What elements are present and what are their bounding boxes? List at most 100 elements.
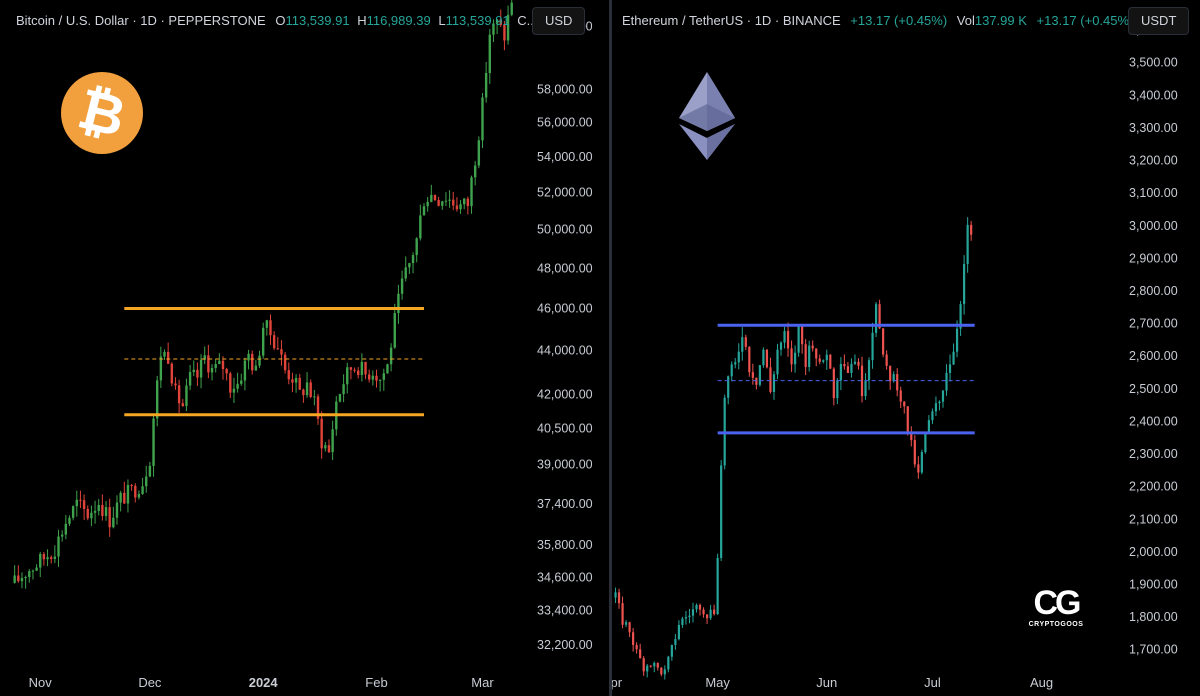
eth-candle-body [808,345,811,367]
eth-candle-body [628,622,631,633]
btc-y-tick-label: 42,000.00 [537,387,593,401]
btc-candle-body [324,445,327,449]
btc-candle-body [473,165,477,178]
btc-y-tick-label: 56,000.00 [537,116,593,130]
eth-candle-body [941,390,945,402]
btc-candle-body [130,484,133,486]
btc-candle-body [441,201,444,206]
eth-candle-body [681,618,684,625]
btc-candle-body [177,385,181,404]
btc-y-tick-label: 35,800.00 [537,538,593,552]
btc-candle-body [57,536,60,557]
btc-candle-body [316,396,320,419]
btc-candle-body [108,507,111,528]
eth-y-tick-label: 2,400.00 [1129,414,1178,428]
btc-chart-panel: 62,000.0058,000.0056,000.0054,000.0052,0… [0,0,610,696]
eth-y-tick-label: 3,400.00 [1129,88,1178,102]
eth-header: Ethereum / TetherUS · 1D · BINANCE +13.1… [622,13,1133,28]
btc-candle-body [346,367,349,385]
btc-candle-body [422,206,426,216]
btc-candle-body [68,517,71,524]
btc-x-tick-label: Nov [29,675,53,690]
eth-y-tick-label: 3,300.00 [1129,121,1178,135]
btc-candle-body [185,385,188,407]
btc-chart[interactable]: 62,000.0058,000.0056,000.0054,000.0052,0… [0,0,610,696]
eth-candle-body [864,380,867,397]
btc-currency-button[interactable]: USD [532,7,586,35]
btc-candle-body [112,517,115,528]
btc-y-tick-label: 40,500.00 [537,422,593,436]
btc-candle-body [251,353,254,371]
btc-x-tick-label: Feb [365,675,387,690]
btc-candle-body [123,492,126,504]
btc-candle-body [298,377,301,390]
eth-candle-body [695,604,698,610]
eth-candle-body [786,331,790,349]
btc-candle-body [42,554,46,560]
btc-candle-body [232,388,236,393]
eth-candle-body [677,624,681,640]
btc-candle-body [247,353,250,361]
btc-candle-body [148,465,152,477]
btc-candle-body [291,379,294,383]
ethereum-logo-icon [679,72,735,160]
eth-candle-body [889,365,892,382]
bitcoin-logo-icon: ₿ [61,72,143,154]
btc-candle-body [503,24,506,41]
eth-candle-body [938,401,941,404]
eth-x-tick-label: Jun [816,675,837,690]
eth-candle-body [772,374,776,393]
eth-y-tick-label: 1,900.00 [1129,577,1178,591]
btc-y-tick-label: 50,000.00 [537,223,593,237]
eth-symbol[interactable]: Ethereum / TetherUS · 1D · BINANCE [622,13,841,28]
eth-candle-body [959,304,962,329]
eth-candle-body [639,649,642,659]
btc-candle-body [360,361,364,376]
btc-candle-body [371,375,375,380]
eth-candle-body [882,328,885,355]
btc-candle-body [415,238,418,256]
btc-candle-body [276,348,280,350]
btc-y-tick-label: 54,000.00 [537,150,593,164]
eth-candle-body [624,622,628,625]
btc-candle-body [218,360,221,365]
eth-currency-button[interactable]: USDT [1128,7,1190,35]
eth-x-tick-label: Jul [924,675,941,690]
btc-candle-body [24,577,27,579]
btc-candle-body [265,320,269,328]
btc-candle-body [152,418,155,466]
eth-candle-body [903,401,906,407]
eth-candle-body [871,332,874,361]
eth-candle-body [867,360,871,381]
btc-y-tick-label: 48,000.00 [537,261,593,275]
btc-candle-body [382,373,386,380]
btc-candle-body [199,359,203,378]
eth-candle-body [635,644,638,650]
btc-symbol[interactable]: Bitcoin / U.S. Dollar · 1D · PEPPERSTONE [16,13,266,28]
btc-x-tick-label: Mar [471,675,494,690]
panel-divider[interactable] [609,0,612,696]
btc-candle-body [283,354,287,371]
eth-candle-body [744,337,747,347]
btc-candle-body [342,384,345,395]
eth-candle-body [818,358,821,362]
eth-candle-body [660,667,663,675]
eth-candle-body [720,465,723,558]
btc-candle-body [39,554,42,568]
btc-candle-body [455,205,459,210]
eth-candle-body [811,345,814,349]
btc-candle-body [272,335,276,349]
btc-candle-body [64,523,68,535]
btc-y-tick-label: 32,200.00 [537,638,593,652]
btc-candle-body [240,380,243,384]
eth-y-tick-label: 3,200.00 [1129,154,1178,168]
btc-candle-body [400,278,404,294]
btc-candle-body [17,575,20,582]
btc-candle-body [305,382,309,396]
btc-low-value: 113,539.91 [445,13,510,28]
cryptogoos-watermark: CG CRYPTOGOOS [1024,585,1088,628]
btc-candle-body [101,504,104,516]
btc-candle-body [188,372,192,386]
eth-chart[interactable]: 3,600.003,500.003,400.003,300.003,200.00… [612,0,1200,696]
btc-candle-body [444,200,448,202]
